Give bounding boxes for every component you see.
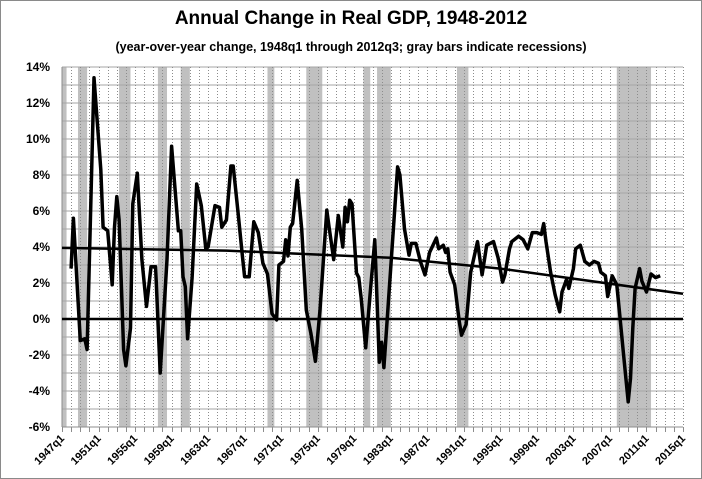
x-tick-label: 1995q1 (471, 433, 506, 468)
y-tick-label: 8% (33, 168, 51, 182)
y-tick-label: 0% (33, 312, 51, 326)
x-tick-label: 1951q1 (69, 433, 104, 468)
x-tick-label: 1947q1 (32, 433, 67, 468)
series (61, 76, 684, 404)
y-tick-label: 6% (33, 204, 51, 218)
x-tick-label: 1955q1 (105, 433, 140, 468)
y-tick-label: 2% (33, 276, 51, 290)
y-tick-label: -6% (29, 420, 51, 434)
y-tick-label: 10% (26, 132, 50, 146)
x-tick-label: 1971q1 (251, 433, 286, 468)
x-tick-label: 1999q1 (507, 433, 542, 468)
x-tick-label: 1983q1 (361, 433, 396, 468)
axes (61, 67, 684, 432)
x-axis-labels: 1947q1 1951q1 1955q1 1959q1 1963q1 1967q1 1971… (32, 433, 688, 468)
x-tick-label: 2011q1 (617, 433, 651, 467)
x-tick-label: 1963q1 (178, 433, 213, 468)
x-tick-label: 1991q1 (434, 433, 469, 468)
x-tick-label: 1987q1 (398, 433, 433, 468)
y-tick-label: -4% (29, 384, 51, 398)
y-tick-label: 4% (33, 240, 51, 254)
x-tick-label: 1967q1 (215, 433, 250, 468)
x-tick-label: 1959q1 (142, 433, 177, 468)
x-tick-label: 2007q1 (580, 433, 615, 468)
x-tick-label: 1979q1 (324, 433, 359, 468)
chart-title: Annual Change in Real GDP, 1948-2012 (174, 8, 528, 29)
y-tick-label: -2% (29, 348, 51, 362)
x-tick-label: 1975q1 (288, 433, 323, 468)
y-axis-labels: 14% 12% 10% 8% 6% 4% 2% 0% -2% -4% -6% (26, 60, 50, 434)
x-tick-label: 2015q1 (653, 433, 688, 468)
y-tick-label: 12% (26, 96, 50, 110)
chart-subtitle: (year-over-year change, 1948q1 through 2… (115, 40, 587, 54)
y-tick-label: 14% (26, 60, 50, 74)
x-tick-label: 2003q1 (544, 433, 579, 468)
